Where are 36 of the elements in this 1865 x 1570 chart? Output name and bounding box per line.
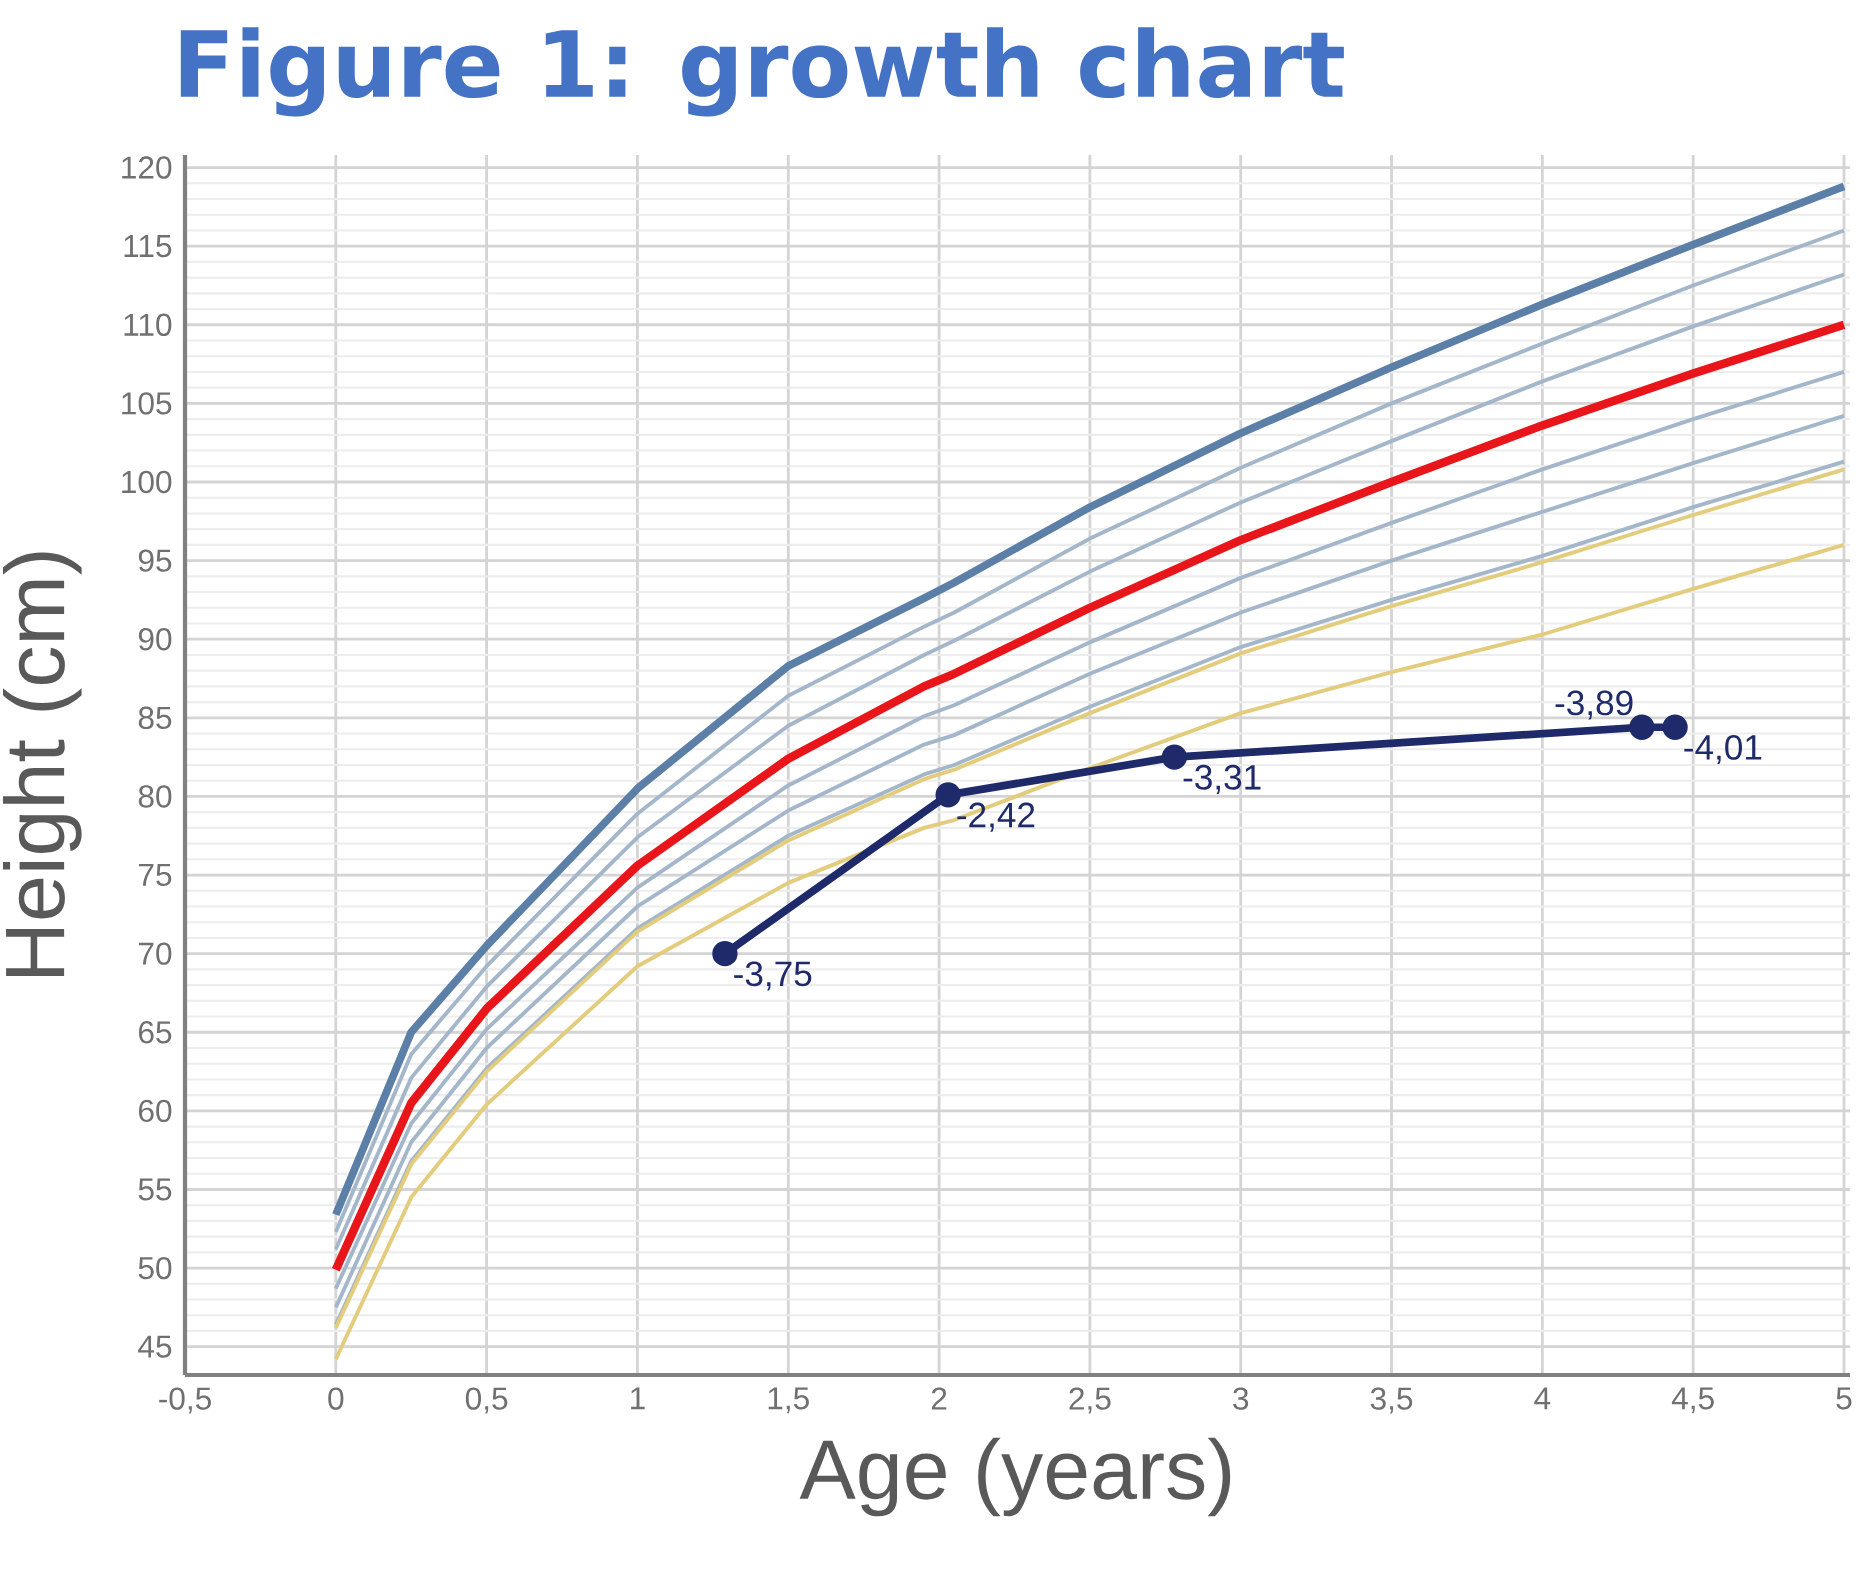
y-tick-label: 60: [139, 1099, 172, 1123]
y-tick-label: 120: [122, 156, 172, 179]
y-tick-label: 55: [138, 1178, 172, 1201]
y-tick-label: 70: [139, 942, 172, 965]
y-tick-label: 90: [138, 628, 172, 651]
x-tick-label: 0: [328, 1387, 344, 1410]
y-tick-label: 105: [122, 392, 172, 415]
y-tick-label: 80: [138, 785, 172, 808]
chart-title: Figure 1: growth chart: [180, 27, 1344, 117]
y-tick-label: 75: [139, 863, 172, 887]
x-tick-label: 1,5: [768, 1387, 809, 1414]
annotation: -2,42: [957, 802, 1035, 832]
annotation: -3,31: [1183, 764, 1261, 794]
x-tick-label: 5: [1836, 1387, 1852, 1410]
y-tick-label: 50: [138, 1256, 172, 1280]
y-tick-label: 110: [124, 313, 172, 336]
x-axis-title: Age (years): [799, 1437, 1231, 1517]
annotation: -4,01: [1684, 735, 1762, 765]
y-tick-label: 45: [138, 1335, 172, 1358]
y-tick-label: 85: [138, 706, 172, 730]
y-tick-label: 95: [138, 549, 172, 572]
x-tick-label: 4: [1534, 1387, 1551, 1410]
annotation: -3,75: [734, 961, 812, 991]
x-tick-label: 3,5: [1370, 1387, 1413, 1414]
x-tick-label: 2: [931, 1387, 947, 1410]
x-tick-label: 3: [1233, 1387, 1249, 1410]
x-tick-label: 1: [631, 1387, 645, 1410]
y-tick-label: 100: [122, 470, 172, 494]
annotation: -3,89: [1555, 690, 1633, 720]
y-tick-label: 115: [124, 235, 172, 258]
x-tick-label: -0,5: [159, 1387, 211, 1414]
y-axis-title: Height (cm): [2, 552, 82, 976]
y-tick-label: 65: [139, 1021, 172, 1044]
x-tick-label: 4,5: [1671, 1387, 1714, 1414]
x-tick-label: 0,5: [465, 1387, 508, 1414]
x-tick-label: 2,5: [1069, 1387, 1111, 1414]
